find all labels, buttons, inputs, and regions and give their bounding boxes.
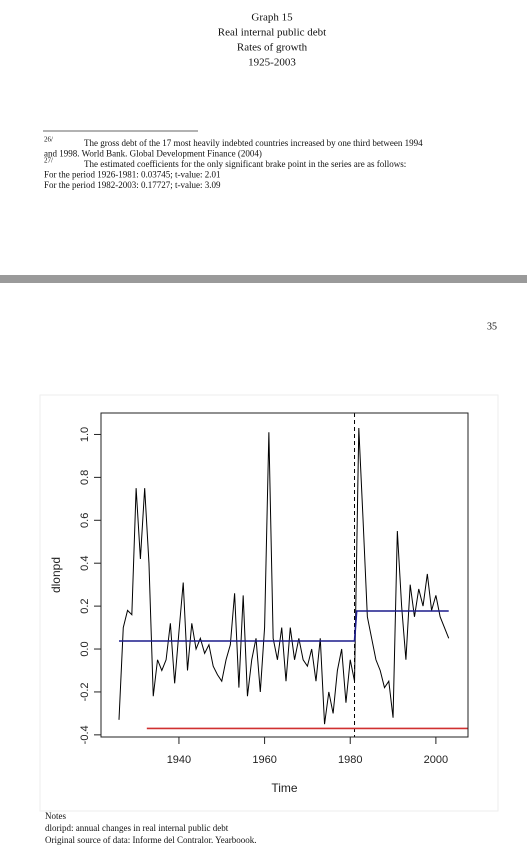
footnote-line: and 1998. World Bank. Global Development… <box>44 149 262 159</box>
x-tick-label: 2000 <box>424 754 448 766</box>
x-axis-label: Time <box>271 781 298 795</box>
y-tick-label: -0.2 <box>79 682 91 701</box>
footnote-line: The estimated coefficients for the only … <box>84 159 406 169</box>
y-tick-label: 0.4 <box>79 556 91 571</box>
y-tick-label: 0.0 <box>79 641 91 656</box>
footnote-line: For the period 1982-2003: 0.17727; t-val… <box>44 180 221 190</box>
header-line: Rates of growth <box>237 42 308 54</box>
footnote-mark: 26/ <box>44 136 53 144</box>
note-line: dloripd: annual changes in real internal… <box>45 823 229 833</box>
series-line <box>118 427 450 725</box>
page-number: 35 <box>487 321 497 332</box>
y-tick-label: 1.0 <box>79 427 91 442</box>
header-line: 1925-2003 <box>248 57 296 69</box>
chart-frame <box>39 394 499 812</box>
y-tick-label: -0.4 <box>79 725 91 744</box>
x-tick-label: 1960 <box>252 754 276 766</box>
y-axis-label: dlonpd <box>49 557 63 593</box>
footnote-mark: 27/ <box>44 157 53 165</box>
plot-box <box>100 412 469 738</box>
y-tick-label: 0.2 <box>79 598 91 613</box>
series-line <box>118 610 449 642</box>
page-separator <box>0 275 527 283</box>
header-line: Graph 15 <box>251 12 293 24</box>
y-tick-label: 0.6 <box>79 513 91 528</box>
header-line: Real internal public debt <box>218 27 326 39</box>
note-line: Notes <box>45 811 66 821</box>
note-line: Original source of data: Informe del Con… <box>45 835 256 845</box>
y-tick-label: 0.8 <box>79 470 91 485</box>
x-tick-label: 1940 <box>167 754 191 766</box>
x-tick-label: 1980 <box>338 754 362 766</box>
footnote-line: For the period 1926-1981: 0.03745; t-val… <box>44 170 220 180</box>
footnote-line: The gross debt of the 17 most heavily in… <box>84 138 423 148</box>
